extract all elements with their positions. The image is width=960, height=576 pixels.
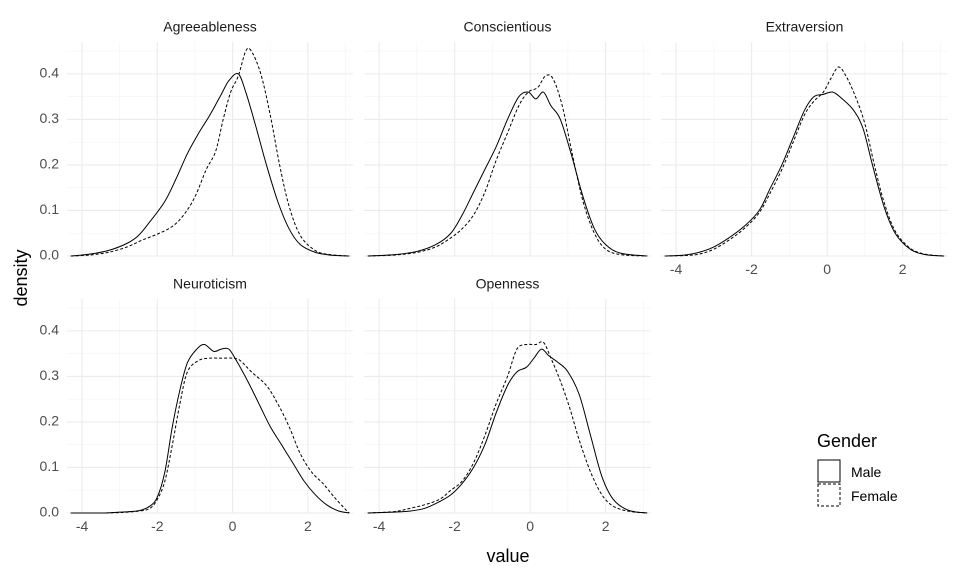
x-tick-label: -4 <box>373 518 386 534</box>
facet-panel-extraversion: Extraversion -4 -2 0 2 <box>661 19 948 277</box>
y-tick-label: 0.0 <box>40 504 60 520</box>
facet-panel-conscientious: Conscientious <box>364 19 651 257</box>
facet-panel-agreeableness: Agreeableness 0.0 0.1 0.2 0.3 0.4 <box>40 19 353 263</box>
facet-panel-neuroticism: Neuroticism 0.0 0.1 0.2 0.3 0.4 -4 -2 0 2 <box>40 276 353 534</box>
y-tick-label: 0.1 <box>40 201 60 217</box>
x-tick-label: 2 <box>899 261 907 277</box>
legend-key-male <box>817 459 841 483</box>
y-tick-label: 0.2 <box>40 413 60 429</box>
y-tick-label: 0.4 <box>40 65 60 81</box>
y-axis-title: density <box>11 249 31 306</box>
x-tick-label: 0 <box>526 518 534 534</box>
x-axis-title: value <box>486 546 529 566</box>
density-curve-male <box>367 348 648 514</box>
density-curve-female <box>664 66 945 257</box>
facet-strip-label: Conscientious <box>464 19 552 35</box>
density-curve-male <box>367 91 648 257</box>
legend-label-male: Male <box>851 464 882 480</box>
x-tick-label: 0 <box>229 518 237 534</box>
x-tick-label: -4 <box>76 518 89 534</box>
density-curve-male <box>70 343 350 514</box>
x-tick-label: -2 <box>151 518 164 534</box>
facet-strip-label: Agreeableness <box>163 19 256 35</box>
facet-panel-openness: Openness -4 -2 0 2 <box>364 276 651 534</box>
facet-panels: Agreeableness 0.0 0.1 0.2 0.3 0.4 Conscientiou… <box>40 19 948 534</box>
density-curve-male <box>70 72 350 257</box>
x-tick-label: -4 <box>670 261 683 277</box>
y-tick-label: 0.2 <box>40 156 60 172</box>
legend: Gender Male Female <box>817 431 898 507</box>
density-curve-female <box>70 47 350 257</box>
x-tick-label: 0 <box>823 261 831 277</box>
y-tick-label: 0.3 <box>40 110 60 126</box>
facet-strip-label: Extraversion <box>766 19 844 35</box>
y-tick-label: 0.3 <box>40 367 60 383</box>
facet-strip-label: Neuroticism <box>173 276 247 292</box>
density-curve-female <box>367 74 648 257</box>
legend-key-female <box>817 483 841 507</box>
y-tick-label: 0.1 <box>40 458 60 474</box>
x-tick-label: 2 <box>602 518 610 534</box>
legend-label-female: Female <box>851 488 898 504</box>
density-curve-female <box>367 341 648 514</box>
facet-strip-label: Openness <box>476 276 540 292</box>
y-tick-label: 0.4 <box>40 322 60 338</box>
x-tick-label: -2 <box>745 261 758 277</box>
legend-title: Gender <box>817 431 877 451</box>
x-tick-label: 2 <box>304 518 312 534</box>
density-curve-male <box>664 91 945 257</box>
density-curve-female <box>70 357 350 514</box>
y-tick-label: 0.0 <box>40 247 60 263</box>
x-tick-label: -2 <box>448 518 461 534</box>
